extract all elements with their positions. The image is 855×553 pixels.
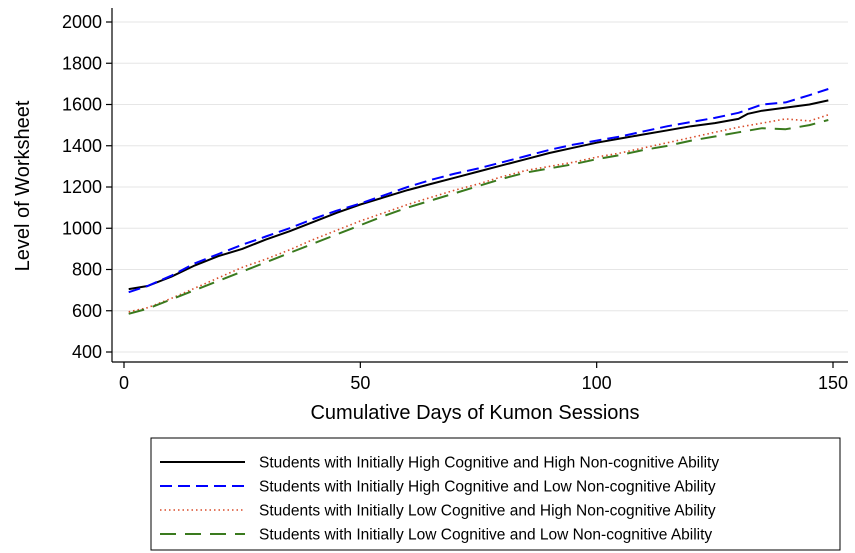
series-line-3 bbox=[128, 114, 829, 313]
x-tick-label: 100 bbox=[582, 373, 612, 393]
y-axis-label: Level of Worksheet bbox=[12, 100, 34, 271]
y-tick-label: 2000 bbox=[62, 12, 102, 32]
legend-label-1: Students with Initially High Cognitive a… bbox=[259, 455, 719, 472]
x-tick-label: 150 bbox=[818, 373, 848, 393]
y-tick-label: 1600 bbox=[62, 95, 102, 115]
y-tick-label: 800 bbox=[72, 260, 102, 280]
y-tick-label: 400 bbox=[72, 342, 102, 362]
x-tick-label: 0 bbox=[119, 373, 129, 393]
series-line-4 bbox=[128, 119, 829, 315]
tick-labels: 400 600 800 1000 1200 1400 1600 1800 2000 0 50 100 1… bbox=[62, 12, 848, 393]
legend-label-4: Students with Initially Low Cognitive an… bbox=[259, 527, 712, 544]
y-tick-label: 1200 bbox=[62, 177, 102, 197]
legend-label-3: Students with Initially Low Cognitive an… bbox=[259, 503, 716, 520]
y-tick-label: 1000 bbox=[62, 218, 102, 238]
y-tick-label: 1400 bbox=[62, 136, 102, 156]
y-tick-label: 600 bbox=[72, 301, 102, 321]
series-line-1 bbox=[128, 99, 829, 291]
x-axis-label: Cumulative Days of Kumon Sessions bbox=[310, 402, 639, 424]
legend-box bbox=[150, 437, 841, 551]
legend: Students with Initially High Cognitive a… bbox=[150, 437, 841, 551]
legend-label-2: Students with Initially High Cognitive a… bbox=[259, 479, 716, 496]
series-line-2 bbox=[128, 88, 829, 294]
y-tick-label: 1800 bbox=[62, 53, 102, 73]
axes bbox=[111, 8, 848, 363]
series-lines bbox=[128, 88, 829, 315]
gridlines bbox=[112, 21, 848, 353]
x-tick-label: 50 bbox=[350, 373, 370, 393]
